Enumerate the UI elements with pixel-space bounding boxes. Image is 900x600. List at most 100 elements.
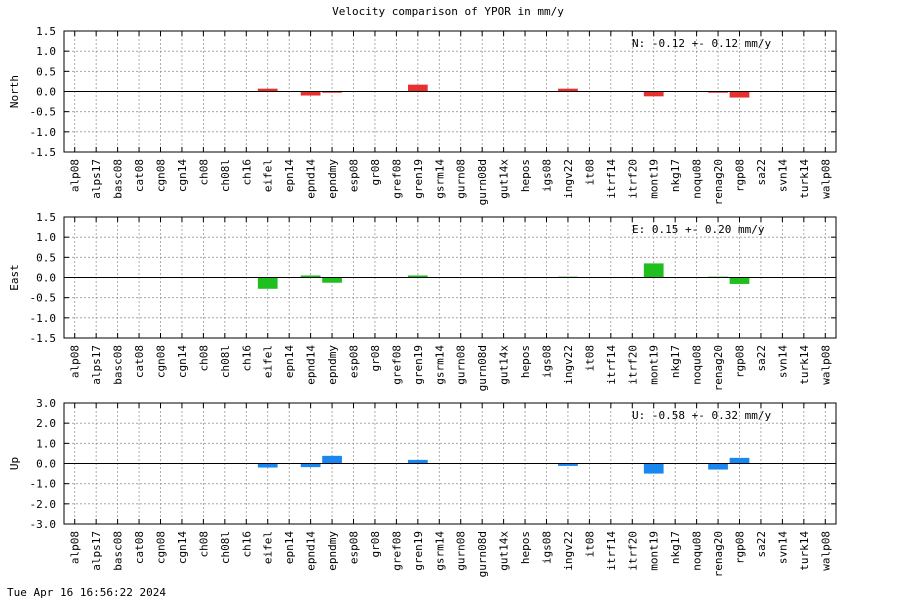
xtick-label: itrf20 (626, 159, 639, 199)
xtick-label: basc08 (112, 159, 125, 199)
xtick-label: gurn08d (476, 345, 489, 391)
bar-mont19 (643, 91, 664, 97)
xtick-label: renag20 (712, 345, 725, 391)
xtick-label: basc08 (112, 531, 125, 571)
xtick-label: gr08 (369, 531, 382, 558)
y-axis-label: East (8, 264, 21, 291)
xtick-label: cgn14 (176, 159, 189, 192)
xtick-label: svn14 (776, 345, 789, 378)
xtick-label: noqu08 (691, 531, 704, 571)
xtick-label: nkg17 (669, 531, 682, 564)
xtick-label: cgn08 (155, 345, 168, 378)
xtick-label: ingv22 (562, 531, 575, 571)
ytick-label: 1.0 (36, 45, 56, 58)
xtick-label: epndmy (326, 345, 339, 385)
xtick-label: itrf14 (605, 531, 618, 571)
xtick-label: hepos (519, 531, 532, 564)
bar-renag20 (708, 91, 728, 93)
xtick-label: it08 (583, 159, 596, 186)
ytick-label: -0.5 (30, 106, 57, 119)
xtick-label: gurn08d (476, 531, 489, 577)
bar-epnd14 (300, 275, 321, 278)
xtick-label: itrf20 (626, 345, 639, 385)
stats-annotation: U: -0.58 +- 0.32 mm/y (632, 409, 771, 422)
xtick-label: hepos (519, 345, 532, 378)
xtick-label: mont19 (648, 159, 661, 199)
xtick-label: epndmy (326, 531, 339, 571)
xtick-label: ch08l (219, 531, 232, 564)
bar-epndmy (322, 91, 342, 93)
xtick-label: gurn08 (455, 159, 468, 199)
xtick-label: renag20 (712, 531, 725, 577)
timestamp: Tue Apr 16 16:56:22 2024 (7, 586, 166, 599)
xtick-label: esp08 (348, 159, 361, 192)
xtick-label: mont19 (648, 531, 661, 571)
xtick-label: gr08 (369, 345, 382, 372)
xtick-label: gut14x (498, 531, 511, 571)
xtick-label: epndmy (326, 159, 339, 199)
xtick-label: walp08 (819, 159, 832, 199)
xtick-label: ch16 (240, 531, 253, 558)
bar-mont19 (643, 263, 664, 278)
xtick-label: turk14 (798, 345, 811, 385)
xtick-label: gren19 (412, 531, 425, 571)
xtick-label: gsrm14 (433, 159, 446, 199)
xtick-label: svn14 (776, 159, 789, 192)
stats-annotation: N: -0.12 +- 0.12 mm/y (632, 37, 771, 50)
ytick-label: 0.0 (36, 86, 56, 99)
xtick-label: cat08 (133, 531, 146, 564)
xtick-label: cat08 (133, 159, 146, 192)
bar-rgp08 (729, 91, 750, 98)
xtick-label: gren19 (412, 345, 425, 385)
bar-epndmy (322, 277, 342, 283)
ytick-label: -1.5 (30, 146, 57, 159)
panel-up: 3.0 2.0 1.0 0.0 -1.0 -2.0 -3.0 alp08 alps17 basc0… (8, 397, 837, 577)
xtick-label: rgp08 (734, 531, 747, 564)
plot-frame (63, 30, 837, 153)
xtick-label: ch08l (219, 159, 232, 192)
xtick-label: gref08 (390, 345, 403, 385)
bar-rgp08 (729, 457, 750, 464)
xtick-label: nkg17 (669, 159, 682, 192)
ytick-label: 0.5 (36, 251, 56, 264)
xtick-label: ch08 (197, 531, 210, 558)
ytick-label: 1.5 (36, 25, 56, 38)
xtick-label: gsrm14 (433, 531, 446, 571)
bar-gren19 (407, 84, 428, 92)
bar-eifel (257, 277, 278, 289)
xtick-label: noqu08 (691, 159, 704, 199)
xtick-label: alp08 (69, 345, 82, 378)
ytick-label: -3.0 (30, 518, 57, 531)
xtick-label: rgp08 (734, 159, 747, 192)
xtick-label: nkg17 (669, 345, 682, 378)
ytick-label: 3.0 (36, 397, 56, 410)
xtick-label: renag20 (712, 159, 725, 205)
plot-frame (63, 216, 837, 339)
plot-frame (63, 402, 837, 525)
ytick-label: -1.0 (30, 478, 57, 491)
xtick-label: ch08 (197, 345, 210, 372)
xtick-label: ingv22 (562, 345, 575, 385)
ytick-label: -1.5 (30, 332, 57, 345)
panel-north: 1.5 1.0 0.5 0.0 -0.5 -1.0 -1.5 alp08 alps17 basc0… (8, 25, 837, 205)
xtick-label: gref08 (390, 531, 403, 571)
ytick-label: 1.5 (36, 211, 56, 224)
xtick-label: it08 (583, 345, 596, 372)
xtick-label: sa22 (755, 159, 768, 186)
xtick-label: rgp08 (734, 345, 747, 378)
xtick-label: alp08 (69, 531, 82, 564)
xtick-label: eifel (262, 531, 275, 564)
ytick-label: -1.0 (30, 126, 57, 139)
xtick-label: hepos (519, 159, 532, 192)
xtick-label: noqu08 (691, 345, 704, 385)
xtick-label: esp08 (348, 345, 361, 378)
ytick-label: 1.0 (36, 231, 56, 244)
stats-annotation: E: 0.15 +- 0.20 mm/y (632, 223, 765, 236)
ytick-label: 0.0 (36, 458, 56, 471)
xtick-label: walp08 (819, 345, 832, 385)
xtick-label: epnd14 (305, 531, 318, 571)
ytick-label: -1.0 (30, 312, 57, 325)
xtick-label: cgn14 (176, 345, 189, 378)
panel-east: 1.5 1.0 0.5 0.0 -0.5 -1.0 -1.5 alp08 alps17 basc0… (8, 211, 837, 391)
